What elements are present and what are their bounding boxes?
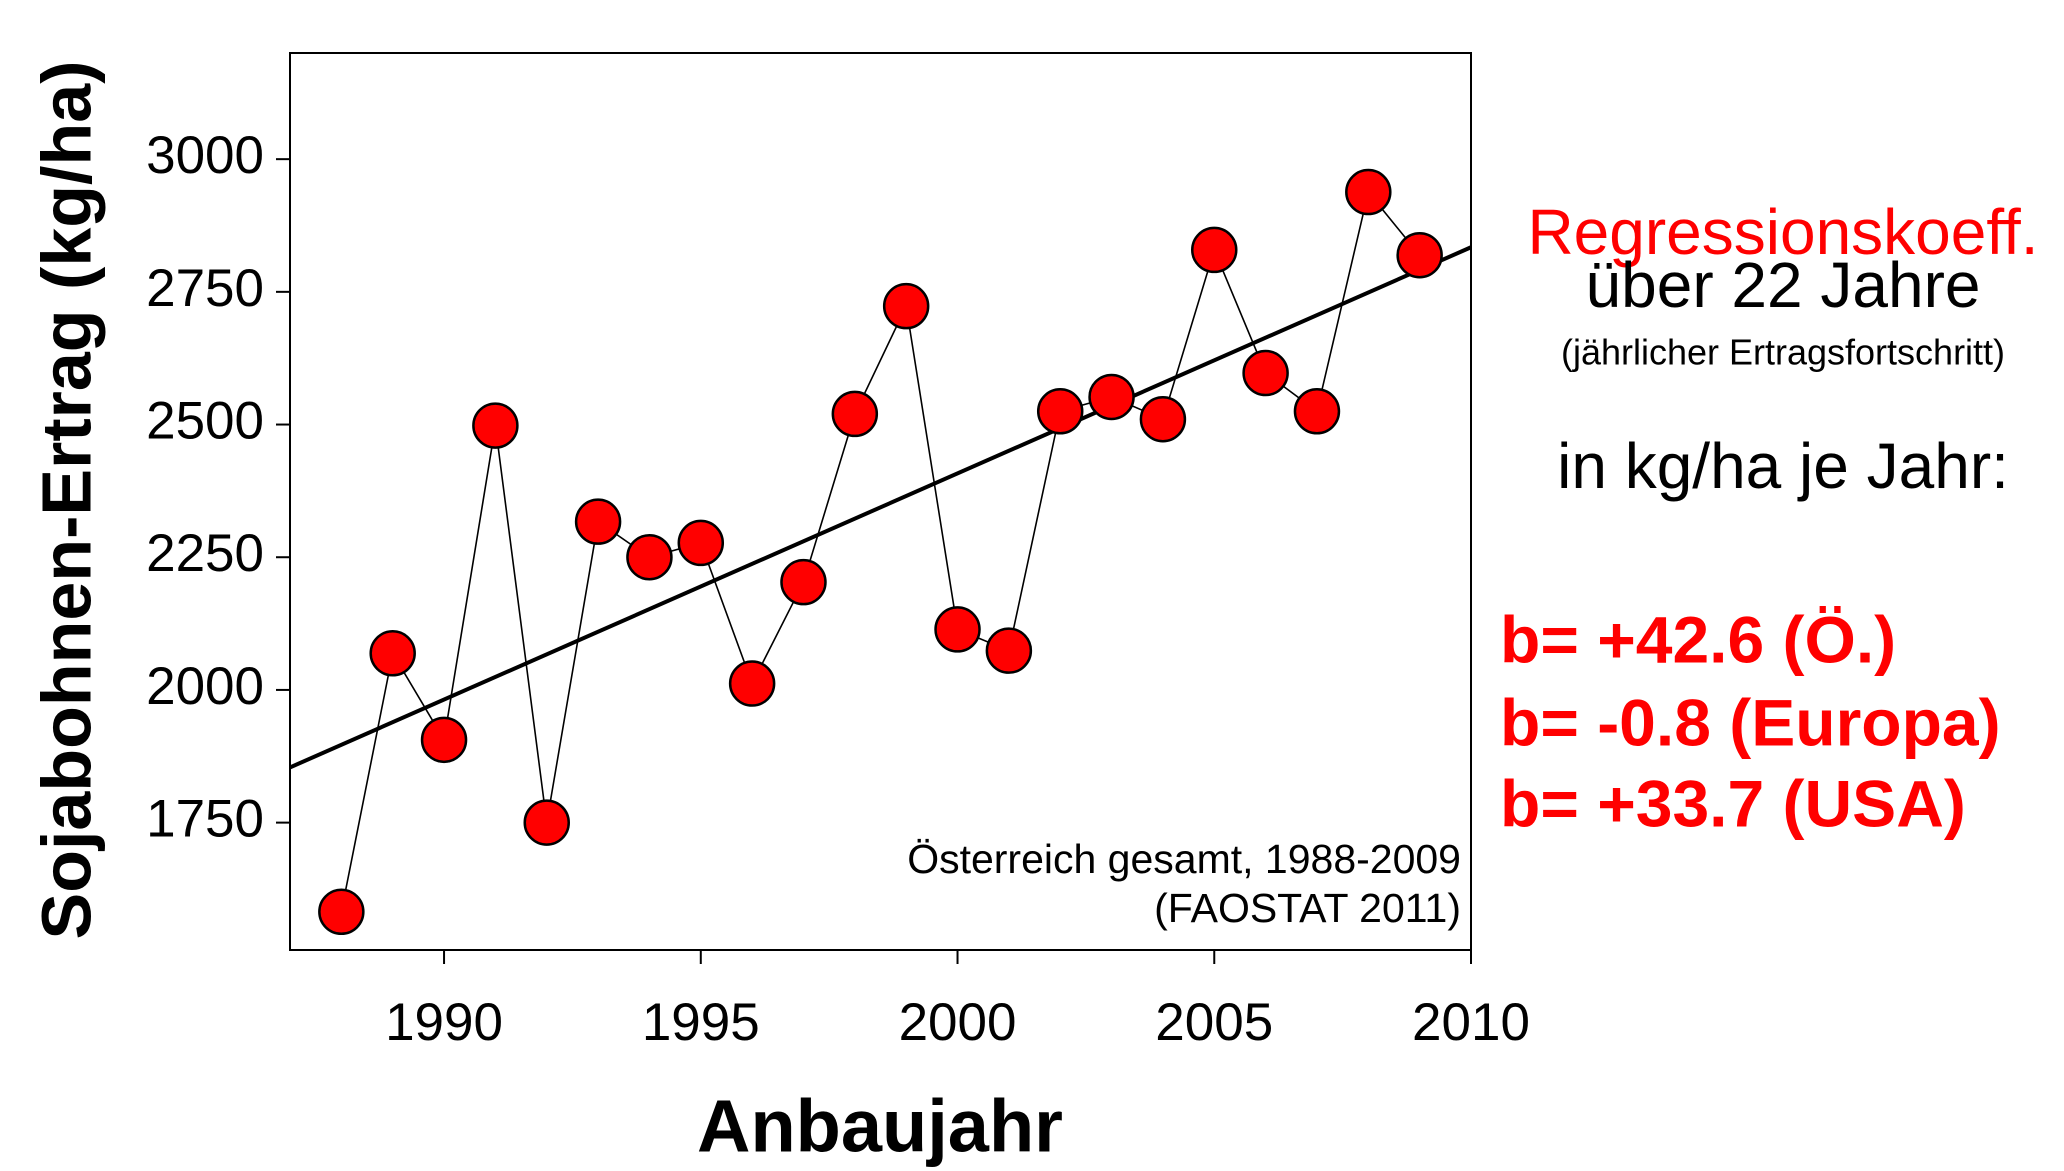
- y-tick-label: 1750: [146, 790, 264, 849]
- annotation: b= +33.7 (USA): [1500, 766, 1966, 840]
- annotation: b= -0.8 (Europa): [1500, 685, 2001, 759]
- data-point: [882, 282, 930, 330]
- x-axis-label: Anbaujahr: [697, 1085, 1063, 1168]
- data-point: [369, 630, 416, 677]
- trend-line: [289, 245, 1472, 770]
- data-point: [1396, 231, 1443, 279]
- data-point: [1139, 395, 1187, 443]
- data-point: [1036, 388, 1084, 435]
- annotation: b= +42.6 (Ö.): [1500, 602, 1896, 676]
- data-point: [420, 716, 468, 764]
- data-point: [318, 888, 365, 936]
- x-tick-label: 1990: [385, 993, 503, 1052]
- x-tick-label: 1995: [642, 993, 760, 1052]
- x-tick-label: 2005: [1155, 993, 1273, 1052]
- data-point: [1345, 168, 1392, 216]
- data-point: [1191, 226, 1238, 274]
- x-tick-label: 2000: [899, 993, 1017, 1052]
- y-tick-label: 2750: [146, 259, 264, 318]
- annotation: in kg/ha je Jahr:: [1557, 430, 2009, 502]
- source-note: (FAOSTAT 2011): [1154, 885, 1461, 931]
- data-point: [1242, 349, 1289, 397]
- y-tick-label: 3000: [146, 126, 264, 185]
- annotation: Regressionskoeff.: [1527, 196, 2038, 268]
- data-point: [780, 558, 827, 606]
- data-point: [523, 799, 570, 846]
- y-tick-label: 2000: [146, 657, 264, 716]
- x-tick-label: 2010: [1412, 993, 1530, 1052]
- source-note: Österreich gesamt, 1988-2009: [907, 836, 1461, 882]
- annotation: (jährlicher Ertragsfortschritt): [1561, 332, 2005, 373]
- data-point: [1088, 373, 1135, 421]
- plot-frame: [289, 52, 1472, 951]
- y-axis-label: Sojabohnen-Ertrag (kg/ha): [27, 61, 105, 940]
- data-point: [728, 660, 776, 707]
- y-tick-label: 2250: [146, 524, 264, 583]
- data-point: [934, 606, 981, 653]
- y-tick-label: 2500: [146, 392, 264, 451]
- data-point: [677, 519, 725, 567]
- data-point: [472, 402, 519, 449]
- data-point: [626, 533, 673, 581]
- data-point: [574, 498, 622, 545]
- annotation: über 22 Jahre: [1586, 249, 1981, 321]
- data-point: [831, 390, 879, 438]
- data-point: [1293, 388, 1341, 435]
- data-line: [340, 190, 1421, 912]
- data-point: [985, 627, 1033, 674]
